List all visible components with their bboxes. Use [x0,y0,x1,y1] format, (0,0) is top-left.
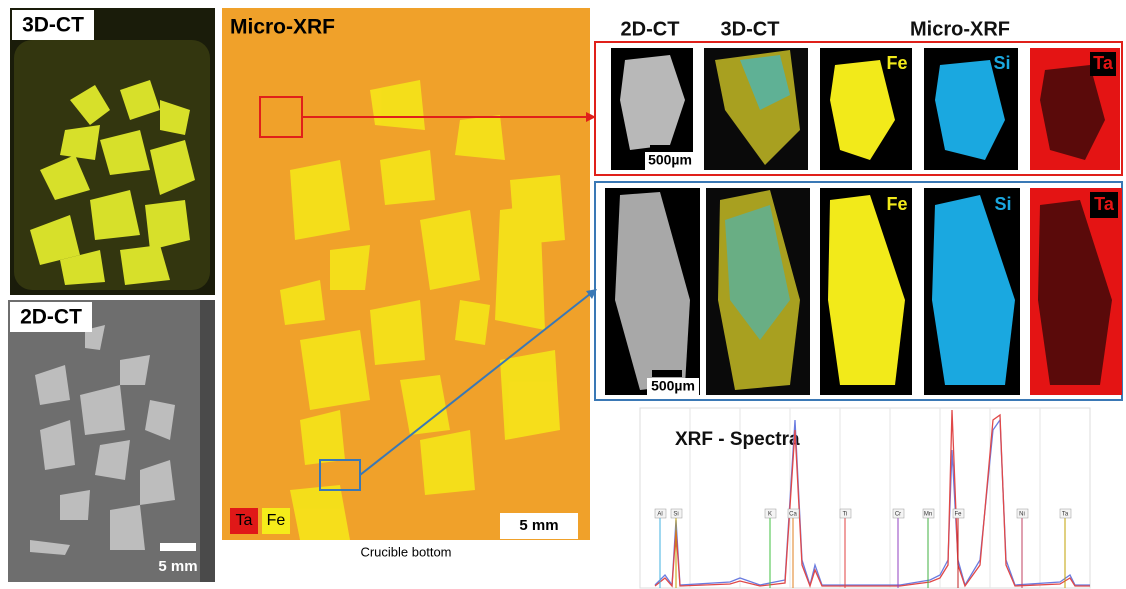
element-label: Si [994,194,1011,214]
peak-label: K [768,512,772,518]
caption: Crucible bottom [360,544,451,559]
element-label: Ta [1093,53,1114,73]
legend-label: Fe [267,512,286,529]
figure: 3D-CT 2D-CT 5 mm [0,0,1126,589]
scale-bar-label: 500µm [651,378,695,394]
detail-row: 500µm Fe Si Ta [595,182,1122,400]
scale-bar-label: 500µm [648,152,692,168]
element-label: Fe [886,194,907,214]
peak-label: Ca [789,512,797,518]
peak-label: Al [657,512,662,518]
spectra-panel: XRF - Spectra Al Si K Ca Ti Cr Mn Fe Ni … [640,408,1090,588]
peak-label: Ti [843,512,848,518]
peak-label: Cr [895,512,901,518]
element-label: Fe [886,53,907,73]
panel-label: 2D-CT [20,306,82,329]
scale-bar-label: 5 mm [519,517,558,534]
peak-label: Fe [954,512,962,518]
peak-label: Ni [1019,512,1025,518]
peak-label: Mn [924,512,932,518]
column-header: 3D-CT [721,18,780,40]
column-header: Micro-XRF [910,18,1010,40]
legend-label: Ta [236,512,253,529]
element-label: Ta [1094,194,1115,214]
scale-bar-label: 5 mm [158,558,197,575]
spectra-title: XRF - Spectra [675,429,800,450]
peak-label: Ta [1062,512,1069,518]
ct2d-panel: 2D-CT 5 mm [8,300,215,582]
panel-label: 3D-CT [22,14,84,37]
xrf-map-panel: Micro-XRF Ta Fe 5 mm Crucible bottom [222,8,590,559]
element-label: Si [993,53,1010,73]
ct3d-panel: 3D-CT [10,8,215,295]
peak-label: Si [673,512,678,518]
column-header: 2D-CT [621,18,680,40]
detail-row: 500µm Fe Si Ta [595,42,1122,175]
panel-label: Micro-XRF [230,16,335,39]
